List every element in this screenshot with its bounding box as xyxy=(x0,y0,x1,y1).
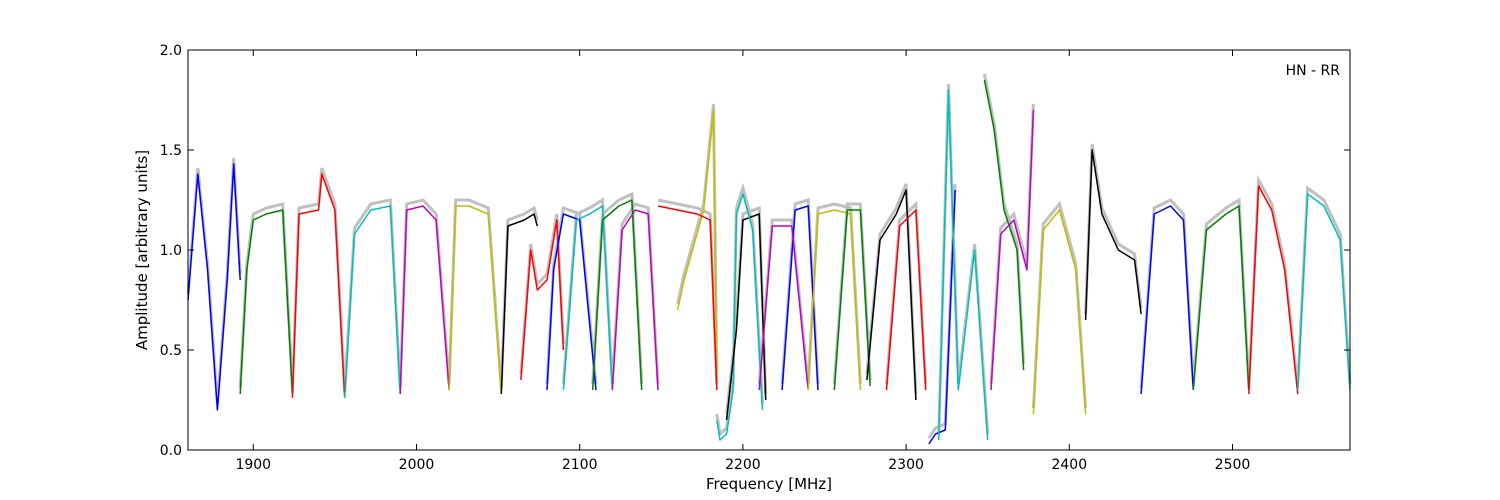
series-line-23 xyxy=(928,189,956,445)
x-axis-label: Frequency [MHz] xyxy=(706,475,832,493)
series-line-4 xyxy=(399,205,450,395)
background-trace-2 xyxy=(290,167,347,393)
series-line-16 xyxy=(735,193,764,411)
series-line-27 xyxy=(1032,209,1087,415)
series-line-1 xyxy=(239,209,294,395)
series-line-14 xyxy=(716,213,738,441)
series-line-5 xyxy=(448,205,503,395)
x-tick-label: 2200 xyxy=(725,457,761,473)
background-trace-25 xyxy=(982,73,1026,365)
series-line-11 xyxy=(591,199,643,391)
series-line-22 xyxy=(885,209,927,391)
series-line-13 xyxy=(657,205,718,391)
series-line-2 xyxy=(291,173,346,399)
background-trace-layer xyxy=(186,73,1352,439)
background-trace-31 xyxy=(1247,174,1300,389)
background-trace-32 xyxy=(1296,185,1352,385)
series-line-18 xyxy=(758,225,809,391)
y-axis-label: Amplitude [arbitrary units] xyxy=(133,150,151,350)
series-line-30 xyxy=(1192,205,1250,391)
background-trace-6 xyxy=(499,205,539,389)
x-tick-label: 1900 xyxy=(235,457,271,473)
tick-layer: 1900 2000 2100 2200 2300 2400 2500 0.0 0.5 1.0 1.5… xyxy=(160,43,1350,473)
background-trace-14 xyxy=(715,207,738,437)
series-layer xyxy=(187,79,1351,445)
series-line-15 xyxy=(725,213,767,421)
series-line-12 xyxy=(676,109,718,381)
series-line-32 xyxy=(1297,193,1351,391)
y-tick-label: 2.0 xyxy=(160,43,182,59)
x-tick-label: 2100 xyxy=(562,457,598,473)
x-tick-label: 2300 xyxy=(888,457,924,473)
y-tick-label: 1.5 xyxy=(160,143,182,159)
series-line-0 xyxy=(187,163,241,411)
series-line-25 xyxy=(983,79,1025,371)
series-line-6 xyxy=(500,213,539,395)
series-line-28 xyxy=(1084,149,1142,321)
series-line-8 xyxy=(546,213,597,391)
series-line-29 xyxy=(1140,205,1195,395)
series-line-3 xyxy=(343,205,401,399)
series-line-31 xyxy=(1248,185,1299,395)
y-tick-label: 0.5 xyxy=(160,343,182,359)
series-line-21 xyxy=(866,189,917,401)
x-tick-label: 2500 xyxy=(1215,457,1251,473)
series-line-20 xyxy=(833,209,871,391)
annotation-label: HN - RR xyxy=(1286,63,1341,79)
x-tick-label: 2400 xyxy=(1051,457,1087,473)
series-line-19 xyxy=(807,209,862,391)
y-tick-label: 1.0 xyxy=(160,243,182,259)
series-line-10 xyxy=(611,209,659,391)
series-line-26 xyxy=(990,109,1035,391)
series-line-9 xyxy=(562,205,614,391)
y-tick-label: 0.0 xyxy=(160,443,182,459)
x-tick-label: 2000 xyxy=(399,457,435,473)
background-trace-28 xyxy=(1084,143,1143,315)
background-trace-13 xyxy=(657,198,719,385)
series-line-24 xyxy=(937,89,989,441)
background-trace-21 xyxy=(865,183,918,395)
